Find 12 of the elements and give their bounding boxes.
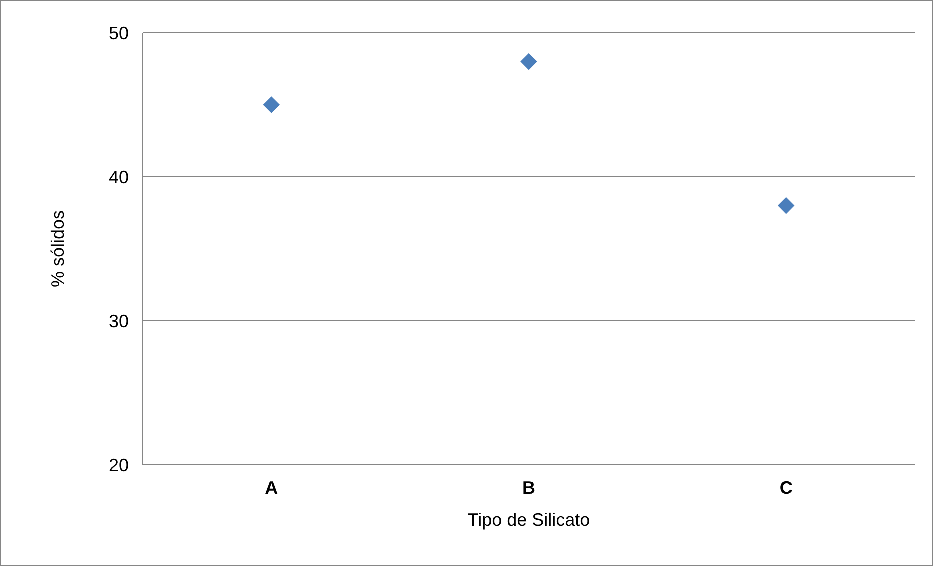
point <box>778 197 795 214</box>
x-axis-title: Tipo de Silicato <box>468 510 590 530</box>
y-tick-label: 30 <box>108 311 129 332</box>
x-tick-label: A <box>265 478 278 498</box>
point <box>263 96 280 114</box>
y-tick-label: 20 <box>108 455 129 476</box>
y-axis-title: % sólidos <box>48 210 68 288</box>
point <box>520 53 538 70</box>
x-tick-label: C <box>780 478 793 498</box>
y-tick-label: 40 <box>108 167 129 188</box>
x-tick-label: B <box>522 478 536 498</box>
y-tick-label: 50 <box>108 23 129 44</box>
